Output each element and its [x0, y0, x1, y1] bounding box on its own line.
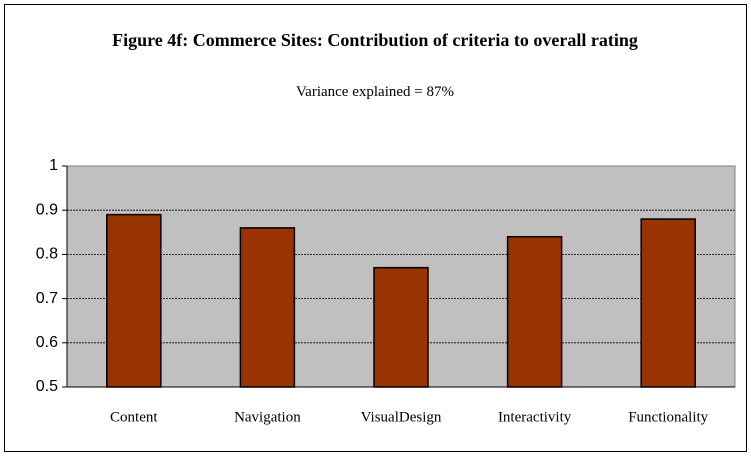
y-tick-label: 1 — [49, 157, 58, 174]
y-tick-label: 0.5 — [36, 378, 58, 395]
x-tick-label: VisualDesign — [361, 409, 442, 425]
bar — [373, 266, 429, 388]
bar — [106, 213, 162, 388]
y-tick-label: 0.9 — [36, 201, 58, 218]
x-tick-label: Navigation — [234, 409, 301, 425]
bar — [506, 235, 563, 388]
y-tick-label: 0.6 — [36, 334, 58, 351]
x-tick-label: Interactivity — [498, 409, 572, 425]
bar — [640, 218, 696, 388]
x-tick-label: Functionality — [628, 409, 708, 425]
y-tick-label: 0.7 — [36, 290, 58, 307]
y-tick-label: 0.8 — [36, 246, 58, 263]
chart-subtitle: Variance explained = 87% — [296, 84, 454, 100]
x-tick-label: Content — [110, 409, 158, 425]
bar — [239, 227, 296, 388]
chart-title: Figure 4f: Commerce Sites: Contribution … — [112, 30, 638, 50]
